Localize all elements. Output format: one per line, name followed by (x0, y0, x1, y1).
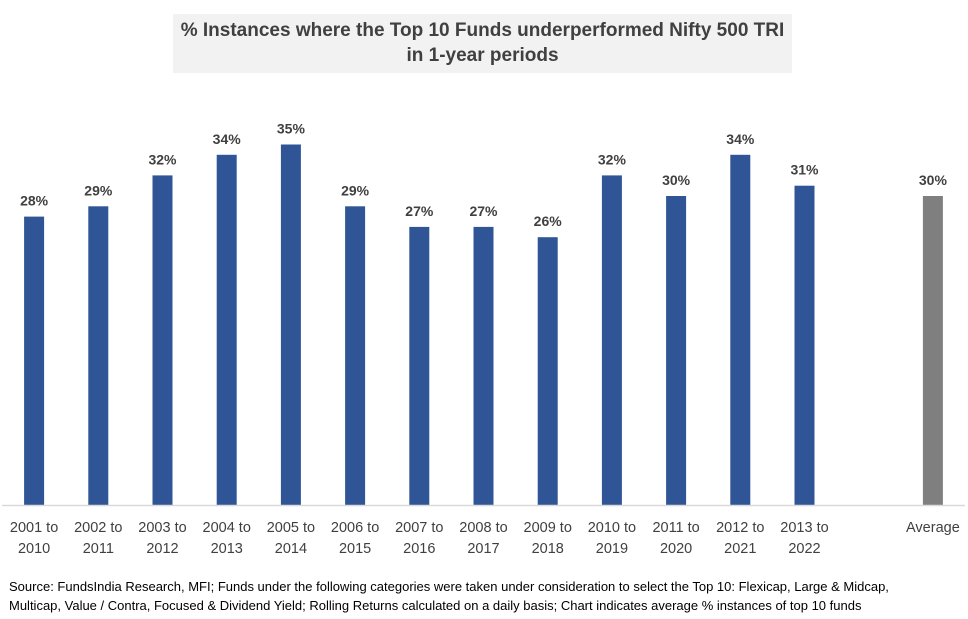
bar (216, 154, 237, 506)
bar (601, 175, 622, 505)
x-tick-label: 2015 (339, 541, 371, 557)
x-tick-label: 2011 to (652, 520, 699, 536)
data-label: 30% (919, 172, 948, 188)
x-tick-label: 2005 to (267, 520, 315, 536)
x-tick-label: 2017 (467, 541, 499, 557)
data-label: 34% (213, 131, 242, 147)
bar (794, 185, 815, 505)
data-label: 32% (598, 151, 627, 167)
bar (88, 206, 109, 506)
x-tick-label: 2006 to (331, 520, 379, 536)
bar (345, 206, 366, 506)
x-tick-label: 2018 (532, 541, 564, 557)
bar (666, 196, 687, 505)
x-tick-label: 2020 (660, 541, 692, 557)
data-label: 27% (405, 203, 434, 219)
x-tick-label: 2004 to (203, 520, 251, 536)
x-tick-label: 2007 to (395, 520, 443, 536)
footnote-line-2: Multicap, Value / Contra, Focused & Divi… (9, 598, 862, 613)
data-labels-group: 28% 29% 32% 34% 35% 29% 27% 27% 26% 32% 30% 34% 31% 3… (20, 121, 947, 230)
chart-title-box: % Instances where the Top 10 Funds under… (173, 14, 792, 73)
x-tick-label: 2010 (18, 541, 50, 557)
x-tick-label: 2014 (275, 541, 307, 557)
x-tick-label: 2013 to (780, 520, 828, 536)
x-tick-label: 2011 (83, 541, 114, 557)
data-label: 27% (469, 203, 498, 219)
data-label: 29% (84, 182, 113, 198)
data-label: 26% (534, 213, 563, 229)
bar (24, 216, 45, 505)
data-label: 35% (277, 121, 306, 137)
bar (152, 175, 173, 505)
data-label: 31% (790, 162, 819, 178)
chart-subtitle: in 1-year periods (406, 45, 559, 66)
x-tick-label: 2003 to (138, 520, 186, 536)
data-label: 28% (20, 193, 49, 209)
bars-group (24, 144, 943, 506)
x-tick-label: 2009 to (524, 520, 572, 536)
data-label: 34% (726, 131, 755, 147)
data-label: 32% (148, 151, 177, 167)
data-label: 30% (662, 172, 691, 188)
bar (730, 154, 751, 506)
x-tick-label: 2010 to (588, 520, 636, 536)
data-label: 29% (341, 182, 370, 198)
x-tick-label: 2012 to (716, 520, 764, 536)
x-tick-label: 2008 to (459, 520, 507, 536)
x-tick-label: 2022 (788, 541, 820, 557)
x-tick-labels-group: 2001 to 2010 2002 to 2011 2003 to 2012 2004 to… (10, 520, 960, 557)
x-tick-label: Average (906, 520, 960, 536)
x-tick-label: 2012 (146, 541, 178, 557)
x-tick-label: 2013 (211, 541, 243, 557)
bar (537, 237, 558, 505)
x-tick-label: 2021 (724, 541, 756, 557)
bar-chart: 28% 29% 32% 34% 35% 29% 27% 27% 26% 32% 30% 34% 31% 3… (2, 121, 965, 557)
chart-title: % Instances where the Top 10 Funds under… (180, 20, 785, 41)
bar-average (922, 196, 943, 505)
footnote-line-1: Source: FundsIndia Research, MFI; Funds … (9, 579, 889, 594)
x-tick-label: 2016 (403, 541, 435, 557)
bar (409, 226, 430, 505)
source-footnote: Source: FundsIndia Research, MFI; Funds … (9, 577, 964, 615)
bar (473, 226, 494, 505)
x-tick-label: 2002 to (74, 520, 122, 536)
x-tick-label: 2001 to (10, 520, 58, 536)
x-tick-label: 2019 (596, 541, 628, 557)
bar (280, 144, 301, 505)
